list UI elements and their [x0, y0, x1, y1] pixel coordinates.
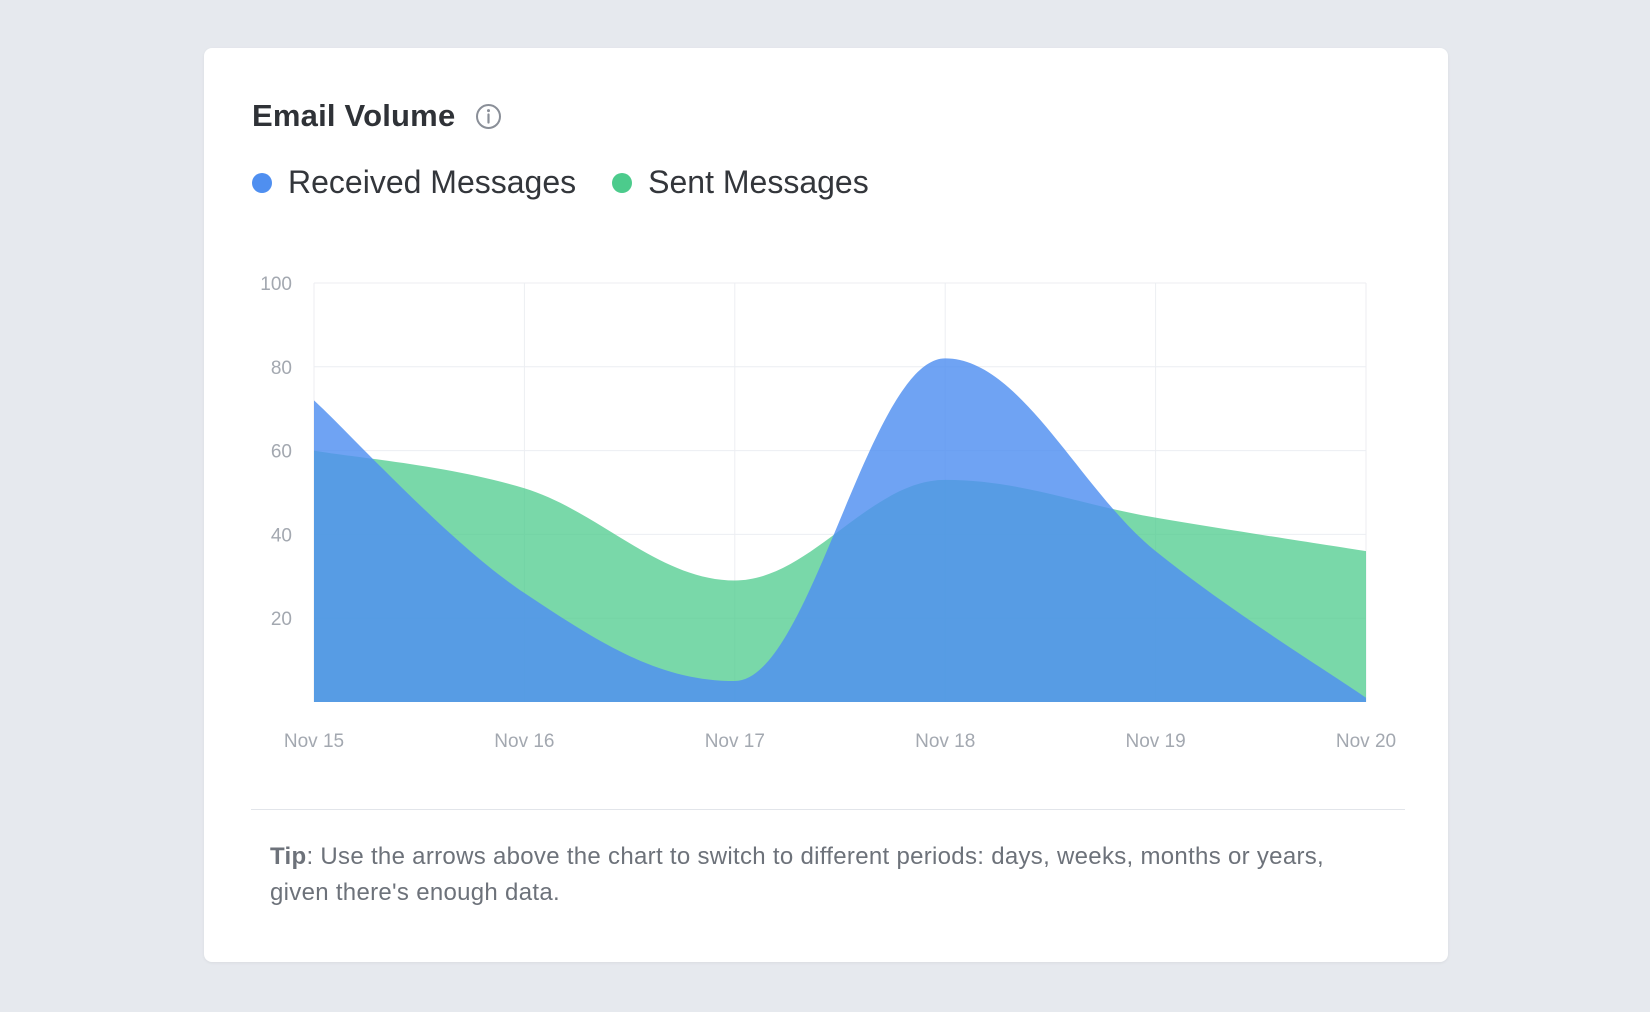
- y-tick-label: 20: [271, 609, 292, 630]
- legend-label-sent: Sent Messages: [648, 164, 869, 200]
- x-tick-label: Nov 18: [915, 731, 975, 752]
- y-tick-label: 100: [260, 274, 292, 295]
- chart-legend: Received Messages Sent Messages: [252, 164, 905, 201]
- area-series-received: [314, 358, 1366, 702]
- info-circle-icon[interactable]: [475, 103, 502, 130]
- legend-marker-sent: [612, 172, 633, 193]
- x-tick-label: Nov 15: [284, 731, 344, 752]
- y-tick-label: 60: [271, 442, 292, 463]
- card-title: Email Volume: [252, 98, 456, 133]
- divider: [251, 809, 1405, 810]
- tip-body: : Use the arrows above the chart to swit…: [270, 843, 1325, 906]
- legend-label-received: Received Messages: [288, 164, 577, 200]
- legend-item-sent[interactable]: Sent Messages: [612, 164, 869, 201]
- y-tick-label: 40: [271, 525, 292, 546]
- x-tick-label: Nov 16: [494, 731, 554, 752]
- y-tick-label: 80: [271, 358, 292, 379]
- tip-label: Tip: [270, 843, 307, 870]
- email-volume-chart: 20 40 60 80 100 Nov 15 Nov 16 Nov 17 Nov 18 Nov 1…: [260, 274, 1396, 752]
- legend-item-received[interactable]: Received Messages: [252, 164, 576, 201]
- email-volume-card: Email Volume Received Messages Sent Mess…: [204, 48, 1448, 962]
- x-tick-label: Nov 19: [1125, 731, 1185, 752]
- legend-marker-received: [252, 172, 272, 193]
- x-tick-label: Nov 17: [705, 731, 765, 752]
- card-header: Email Volume: [252, 98, 502, 134]
- tip-text: Tip: Use the arrows above the chart to s…: [270, 839, 1330, 911]
- x-tick-label: Nov 20: [1336, 731, 1396, 752]
